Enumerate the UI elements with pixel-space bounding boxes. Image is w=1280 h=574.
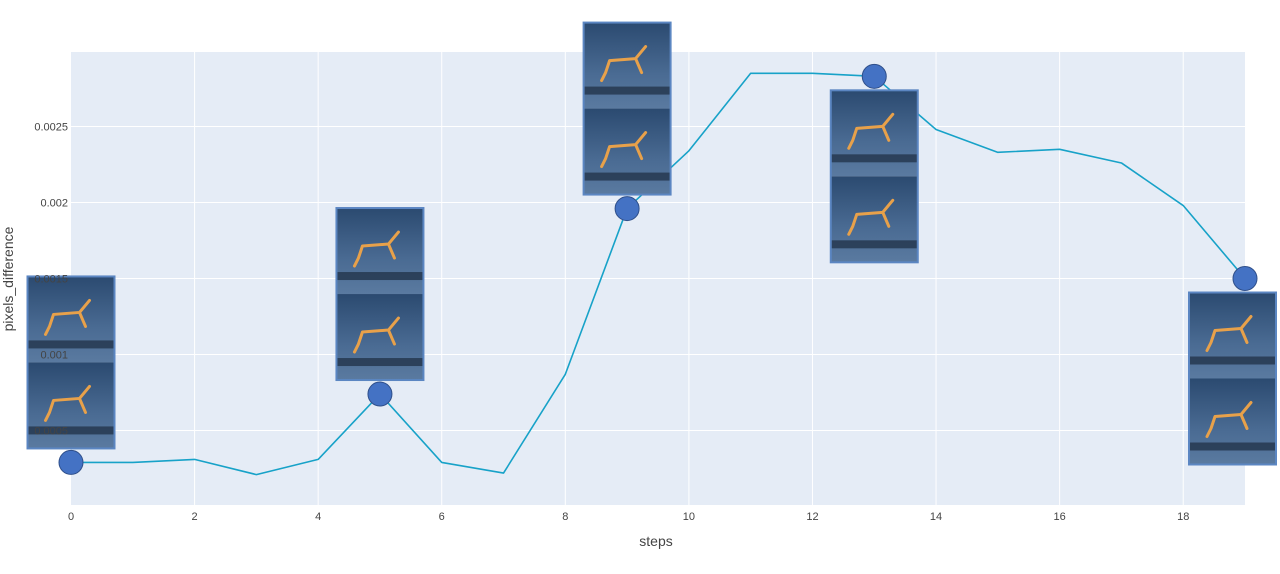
highlight-marker	[861, 63, 887, 89]
y-tick-label: 0.002	[40, 197, 68, 209]
y-tick-label: 0.0005	[34, 426, 68, 438]
thumbnail-ground	[583, 172, 671, 181]
y-tick-label: 0.0025	[34, 121, 68, 133]
y-tick-label: 0.001	[40, 350, 68, 362]
robot-thumbnail	[335, 207, 425, 382]
robot-walker-icon	[847, 112, 895, 150]
thumbnail-ground	[1189, 442, 1276, 451]
robot-walker-icon	[847, 198, 895, 236]
x-axis-ticks: 0 2 4 6 8 10 12 14 16 18	[68, 511, 1189, 523]
x-tick-label: 2	[192, 511, 198, 523]
thumbnail-frame	[26, 275, 116, 450]
x-tick-label: 18	[1177, 511, 1189, 523]
x-tick-label: 16	[1054, 511, 1066, 523]
robot-walker-icon	[44, 298, 91, 336]
thumbnail-ground	[27, 426, 115, 435]
x-tick-label: 12	[806, 511, 818, 523]
thumbnail-ground	[336, 272, 424, 281]
thumbnail-ground	[27, 340, 115, 349]
highlight-marker	[614, 196, 640, 222]
x-tick-label: 10	[683, 511, 695, 523]
y-tick-label: 0.0015	[34, 274, 68, 286]
x-tick-label: 8	[562, 511, 568, 523]
robot-thumbnail	[1188, 291, 1277, 466]
x-tick-label: 6	[439, 511, 445, 523]
x-axis-title: steps	[639, 533, 672, 549]
thumbnail-panel	[1189, 378, 1276, 465]
robot-thumbnail	[829, 89, 919, 264]
robot-walker-icon	[600, 45, 648, 83]
thumbnail-panel	[583, 22, 671, 109]
thumbnail-frame	[335, 207, 425, 382]
x-tick-label: 0	[68, 511, 74, 523]
robot-walker-icon	[1205, 401, 1253, 438]
thumbnail-panel	[336, 294, 424, 381]
highlight-marker	[367, 381, 393, 407]
thumbnail-layer	[26, 21, 1277, 466]
y-axis-ticks: 0.0005 0.001 0.0015 0.002 0.0025	[34, 121, 68, 437]
highlight-marker	[1232, 266, 1258, 291]
highlight-markers	[58, 63, 1258, 475]
robot-thumbnail	[26, 275, 116, 450]
thumbnail-ground	[1189, 356, 1276, 365]
thumbnail-panel	[1189, 292, 1276, 379]
x-tick-label: 4	[315, 511, 321, 523]
robot-walker-icon	[352, 230, 400, 268]
thumbnail-panel	[830, 176, 918, 263]
thumbnail-frame	[829, 89, 919, 264]
thumbnail-ground	[336, 358, 424, 367]
thumbnail-ground	[830, 154, 918, 163]
robot-thumbnail	[582, 21, 672, 196]
thumbnail-panel	[830, 90, 918, 177]
thumbnail-panel	[336, 208, 424, 295]
highlight-marker	[58, 449, 84, 475]
robot-walker-icon	[600, 131, 648, 169]
robot-walker-icon	[1205, 315, 1253, 352]
x-tick-label: 14	[930, 511, 942, 523]
thumbnail-frame	[582, 21, 672, 196]
thumbnail-ground	[830, 240, 918, 249]
y-axis-title: pixels_difference	[0, 226, 16, 331]
robot-walker-icon	[352, 316, 400, 354]
robot-walker-icon	[44, 384, 91, 422]
thumbnail-ground	[583, 86, 671, 95]
thumbnail-panel	[583, 108, 671, 195]
thumbnail-frame	[1188, 291, 1277, 466]
